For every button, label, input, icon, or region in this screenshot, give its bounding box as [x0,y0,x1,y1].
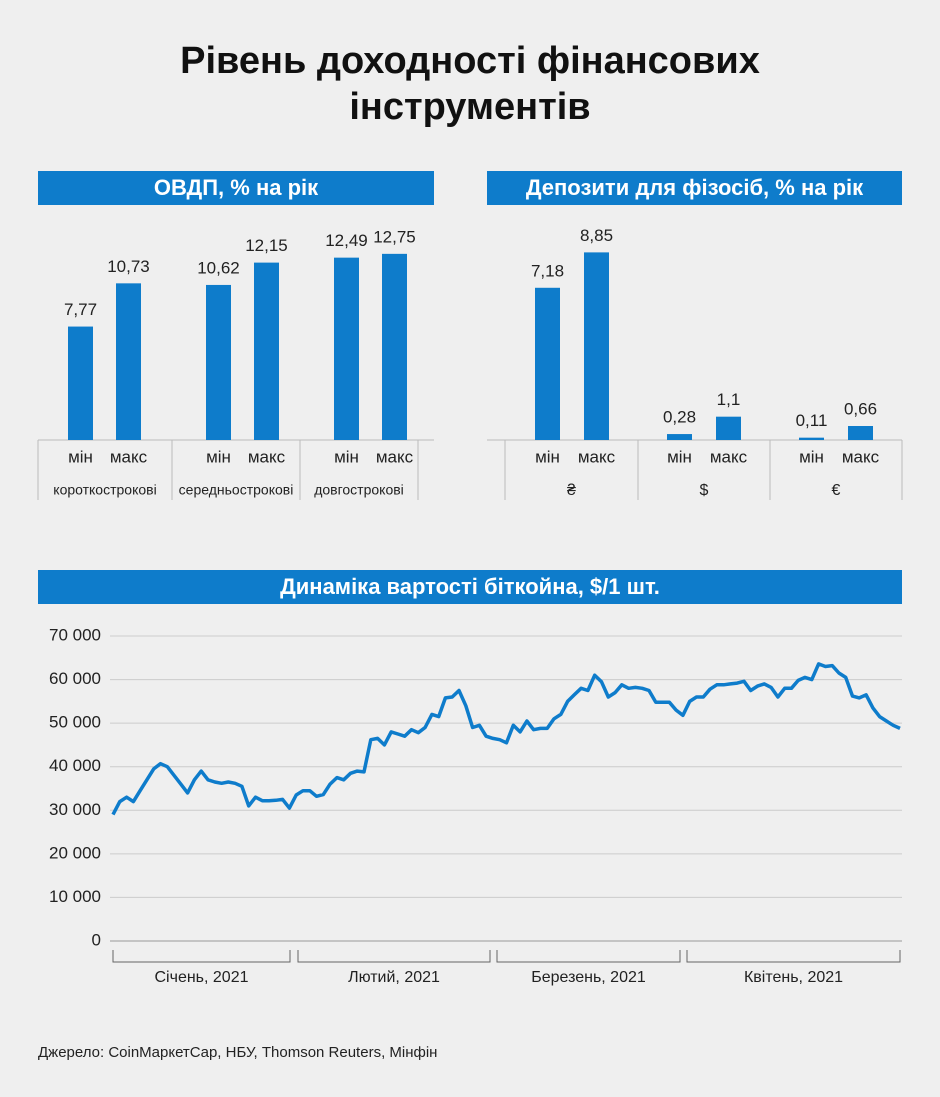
chart-header [487,171,902,205]
x-tick-label: макс [578,447,616,466]
value-label: 7,77 [64,300,97,319]
group-label: $ [700,482,709,499]
chart-title: Динаміка вартості біткойна, $/1 шт. [280,574,660,599]
x-tick-label: мін [206,447,231,466]
x-tick-label: макс [710,447,748,466]
x-tick-label: мін [535,447,560,466]
y-tick-label: 0 [92,930,101,949]
bar [535,287,560,440]
y-tick-label: 60 000 [49,669,101,688]
y-tick-label: 10 000 [49,887,101,906]
bar [848,426,873,440]
month-bracket [496,950,681,963]
x-tick-label: мін [799,447,824,466]
bar [382,253,407,440]
y-tick-label: 30 000 [49,800,101,819]
value-label: 0,28 [663,408,696,427]
chart-title: Депозити для фізосіб, % на рік [526,175,864,200]
value-label: 12,49 [325,231,368,250]
y-tick-label: 40 000 [49,756,101,775]
value-label: 0,66 [844,399,877,418]
bar [716,416,741,440]
chart-header [38,570,902,604]
group-label: довгострокові [314,482,404,498]
group-label: ₴ [567,482,576,499]
y-tick-label: 50 000 [49,713,101,732]
bar [254,262,279,440]
group-label: середньострокові [179,482,294,498]
value-label: 10,73 [107,257,150,276]
bar [68,326,93,440]
y-tick-label: 70 000 [49,625,101,644]
x-tick-label: Квітень, 2021 [744,969,843,986]
x-tick-label: мін [334,447,359,466]
value-label: 7,18 [531,261,564,280]
bar [116,283,141,440]
value-label: 8,85 [580,226,613,245]
bar [799,437,824,440]
month-bracket [686,950,901,963]
source: Джерело: CoinMаркетCap, НБУ, Thomson Reu… [38,1044,438,1061]
x-tick-label: мін [667,447,692,466]
x-tick-label: макс [248,447,286,466]
x-tick-label: Січень, 2021 [155,969,249,986]
bar [334,257,359,440]
group-label: короткострокові [53,482,156,498]
chart-title: ОВДП, % на рік [154,175,319,200]
value-label: 0,11 [796,411,828,430]
month-bracket [297,950,491,963]
x-tick-label: Березень, 2021 [531,969,646,986]
x-tick-label: макс [110,447,148,466]
month-bracket [112,950,291,963]
x-tick-label: мін [68,447,93,466]
bar [667,434,692,440]
page-title: Рівень доходності фінансових інструменті… [180,40,760,128]
value-label: 1,1 [717,390,741,409]
chart-header [38,171,434,205]
bar [206,284,231,440]
group-label: € [832,482,841,499]
value-label: 12,75 [373,227,416,246]
price-line [111,662,901,816]
value-label: 12,15 [245,236,288,255]
y-tick-label: 20 000 [49,843,101,862]
bar [584,252,609,440]
x-tick-label: Лютий, 2021 [348,969,440,986]
value-label: 10,62 [197,258,240,277]
x-tick-label: макс [842,447,880,466]
x-tick-label: макс [376,447,414,466]
